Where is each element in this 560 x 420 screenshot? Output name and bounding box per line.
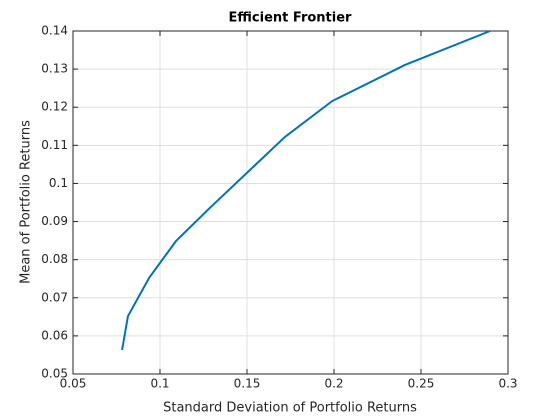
x-tick-label: 0.15 xyxy=(234,377,261,391)
plot-area xyxy=(73,31,508,374)
y-tick-label: 0.13 xyxy=(41,62,68,76)
y-tick-label: 0.1 xyxy=(49,176,68,190)
x-tick-label: 0.05 xyxy=(60,377,87,391)
y-tick-label: 0.09 xyxy=(41,214,68,228)
x-tick-label: 0.3 xyxy=(498,377,517,391)
axes-box xyxy=(72,30,509,375)
y-axis-label: Mean of Portfolio Returns xyxy=(19,120,34,284)
y-tick-label: 0.12 xyxy=(41,100,68,114)
chart-title: Efficient Frontier xyxy=(229,11,352,26)
y-tick-label: 0.14 xyxy=(41,24,68,38)
y-tick-label: 0.07 xyxy=(41,290,68,304)
x-tick-label: 0.1 xyxy=(150,377,169,391)
y-tick-label: 0.08 xyxy=(41,252,68,266)
frontier-line xyxy=(121,30,491,351)
x-tick-label: 0.25 xyxy=(408,377,435,391)
y-tick-label: 0.06 xyxy=(41,328,68,342)
x-tick-label: 0.2 xyxy=(324,377,343,391)
y-tick-label: 0.11 xyxy=(41,138,68,152)
x-axis-label: Standard Deviation of Portfolio Returns xyxy=(163,401,417,416)
y-tick-label: 0.05 xyxy=(41,367,68,381)
